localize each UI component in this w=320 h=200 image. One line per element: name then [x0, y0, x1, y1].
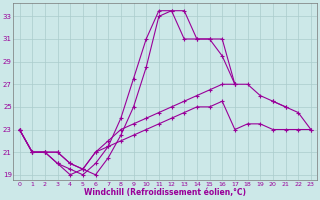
X-axis label: Windchill (Refroidissement éolien,°C): Windchill (Refroidissement éolien,°C)	[84, 188, 246, 197]
